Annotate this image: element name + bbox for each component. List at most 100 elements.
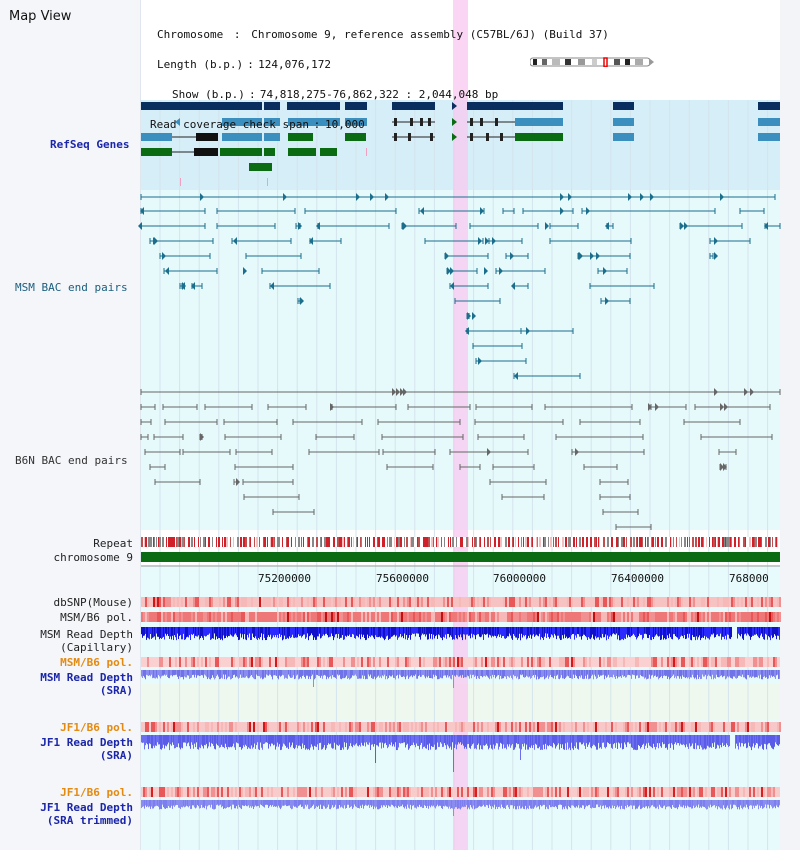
heat-mark <box>329 657 331 667</box>
depth-bar <box>506 800 507 806</box>
depth-bar <box>191 670 192 678</box>
depth-bar <box>652 800 653 806</box>
depth-bar <box>297 670 298 675</box>
heat-mark <box>407 787 409 797</box>
depth-bar <box>386 735 387 746</box>
depth-bar <box>603 735 604 743</box>
repeat-mark <box>709 537 710 547</box>
depth-bar <box>768 627 769 637</box>
depth-bar <box>533 670 534 676</box>
depth-bar <box>554 670 555 676</box>
bac-end-arrow <box>545 222 549 230</box>
heat-mark <box>481 612 483 622</box>
depth-bar <box>456 800 457 808</box>
depth-bar <box>694 800 695 808</box>
depth-bar <box>316 800 317 807</box>
repeat-mark <box>738 537 739 547</box>
depth-bar <box>656 627 657 635</box>
depth-bar <box>740 735 741 747</box>
depth-bar <box>497 627 498 637</box>
depth-bar <box>178 735 179 744</box>
repeat-mark <box>295 537 296 547</box>
depth-bar <box>753 735 754 744</box>
depth-bar <box>528 670 529 678</box>
heat-mark <box>671 787 673 797</box>
depth-bar <box>538 627 539 637</box>
depth-bar <box>287 735 288 748</box>
depth-bar <box>664 735 665 744</box>
depth-bar <box>346 735 347 743</box>
heat-mark <box>287 722 289 732</box>
heat-mark <box>739 657 741 667</box>
depth-bar <box>307 627 308 634</box>
depth-bar <box>465 735 466 748</box>
depth-bar <box>188 800 189 808</box>
repeat-mark <box>692 537 694 547</box>
depth-bar <box>761 670 762 680</box>
chromosome-ideogram[interactable] <box>529 52 654 68</box>
depth-bar <box>644 800 645 808</box>
depth-bar <box>663 627 664 640</box>
heat-mark <box>263 722 265 732</box>
depth-bar <box>534 627 535 637</box>
depth-bar <box>533 627 534 635</box>
depth-bar <box>155 627 156 640</box>
repeat-mark <box>357 537 358 547</box>
depth-bar <box>554 627 555 634</box>
depth-bar <box>271 627 272 640</box>
depth-bar <box>248 800 249 806</box>
depth-bar <box>236 627 237 636</box>
depth-bar <box>420 670 421 677</box>
depth-bar <box>303 800 304 809</box>
depth-bar <box>148 627 149 639</box>
depth-bar <box>712 627 713 635</box>
heat-mark <box>197 722 199 732</box>
depth-bar <box>573 735 574 750</box>
repeat-mark <box>419 537 420 547</box>
depth-bar <box>419 627 420 638</box>
depth-bar <box>650 627 651 640</box>
depth-bar <box>355 670 356 675</box>
heat-mark <box>481 657 483 667</box>
depth-bar <box>683 627 684 639</box>
depth-bar <box>776 627 777 640</box>
depth-bar <box>365 735 366 747</box>
heat-mark <box>243 657 245 667</box>
depth-bar <box>304 735 305 746</box>
heat-mark <box>225 722 227 732</box>
depth-bar <box>262 670 263 680</box>
depth-bar <box>632 735 633 749</box>
heat-mark <box>209 597 211 607</box>
depth-bar <box>217 800 218 805</box>
heat-mark <box>279 722 281 732</box>
depth-bar <box>161 735 162 750</box>
heat-mark <box>581 597 583 607</box>
repeat-mark <box>490 537 491 547</box>
depth-bar <box>646 627 647 635</box>
depth-bar <box>541 627 542 637</box>
depth-bar <box>765 627 766 634</box>
depth-bar <box>464 670 465 678</box>
depth-bar <box>669 627 670 634</box>
depth-bar <box>628 800 629 807</box>
depth-bar <box>316 670 317 675</box>
depth-bar <box>600 735 601 748</box>
depth-bar <box>281 735 282 750</box>
depth-bar <box>672 670 673 676</box>
depth-bar <box>306 735 307 749</box>
repeat-mark <box>233 537 234 547</box>
depth-bar <box>389 735 390 745</box>
depth-bar <box>278 800 279 806</box>
depth-bar <box>765 735 766 745</box>
repeat-mark <box>144 537 145 547</box>
heat-mark <box>219 597 221 607</box>
depth-bar <box>382 735 383 743</box>
depth-bar <box>392 735 393 747</box>
depth-bar <box>510 735 511 748</box>
depth-bar <box>142 735 143 743</box>
depth-bar <box>609 627 610 637</box>
heat-mark <box>373 722 375 732</box>
depth-bar <box>298 670 299 680</box>
depth-bar <box>454 670 455 676</box>
